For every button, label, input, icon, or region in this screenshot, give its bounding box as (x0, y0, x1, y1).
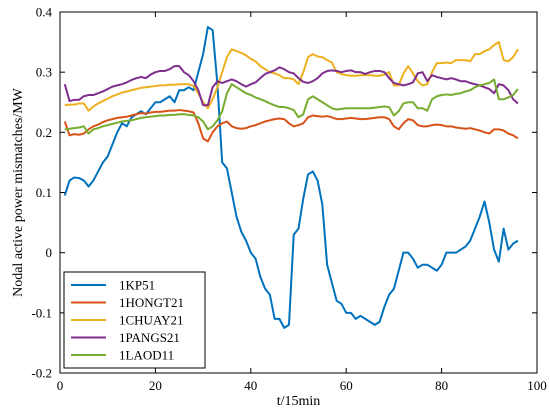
series-line-5 (64, 78, 519, 135)
y-tick-label: -0.1 (31, 305, 52, 320)
legend-label-2: 1HONGT21 (119, 295, 184, 310)
x-tick-label: 40 (244, 378, 257, 393)
y-axis-title: Nodal active power mismatches/MW (11, 87, 26, 297)
series-line-3 (64, 41, 519, 112)
legend: 1KP51 1HONGT21 1CHUAY21 1PANGS21 1LAOD11 (63, 271, 206, 369)
x-tick-label: 80 (435, 378, 448, 393)
y-tick-label: 0.3 (36, 65, 52, 80)
legend-label-1: 1KP51 (119, 278, 155, 293)
x-axis-title: t/15min (277, 394, 321, 409)
axes-layer: 0 20 40 60 80 100 -0.2 -0.1 0 0.1 0.2 0.3 0.4 (31, 5, 546, 394)
legend-label-5: 1LAOD11 (119, 348, 174, 363)
x-tick-label: 100 (527, 378, 547, 393)
series-layer (63, 26, 519, 329)
series-line-2 (63, 109, 519, 143)
x-tick-label: 0 (57, 378, 64, 393)
x-tick-label: 20 (149, 378, 162, 393)
y-tick-label: -0.2 (31, 366, 52, 381)
y-tick-label: 0.2 (36, 125, 52, 140)
x-tick-label: 60 (340, 378, 353, 393)
series-line-1 (63, 26, 519, 329)
y-tick-label: 0.1 (36, 185, 52, 200)
legend-label-3: 1CHUAY21 (119, 313, 184, 328)
legend-label-4: 1PANGS21 (119, 330, 180, 345)
series-line-4 (63, 65, 519, 107)
y-tick-label: 0.4 (36, 5, 53, 20)
y-tick-label: 0 (46, 245, 53, 260)
